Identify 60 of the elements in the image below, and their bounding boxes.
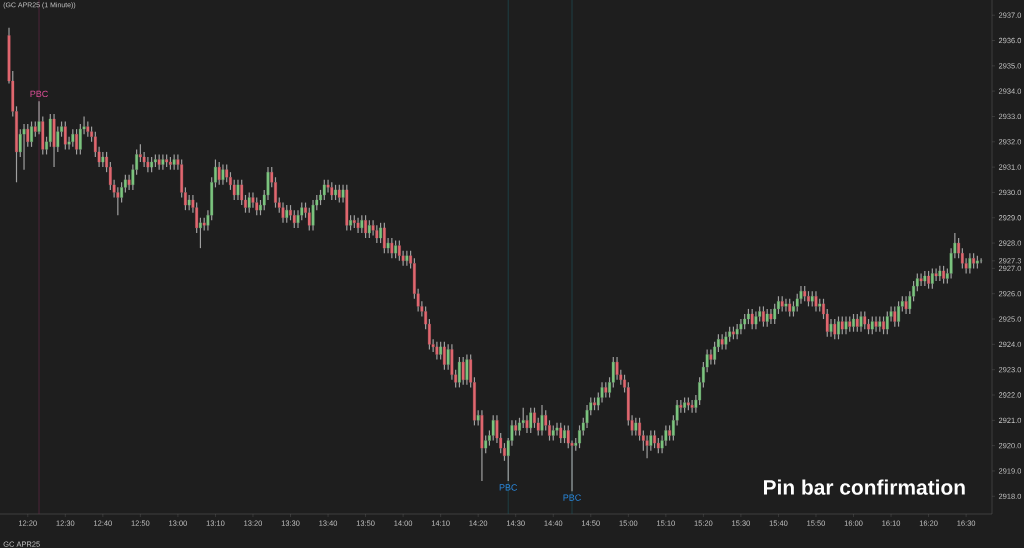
candlestick [540, 404, 544, 437]
candlestick [356, 217, 360, 234]
candlestick [919, 272, 923, 287]
annotation: Pin bar confirmation [764, 479, 965, 495]
candlestick [615, 356, 619, 381]
candlestick [341, 184, 345, 204]
candlestick [968, 252, 972, 275]
candlestick [679, 399, 683, 414]
candlestick [555, 422, 559, 437]
candlestick [311, 199, 315, 232]
candlestick [754, 310, 758, 330]
candlestick [814, 290, 818, 313]
candlestick [101, 151, 105, 168]
candlestick [664, 424, 668, 447]
candlestick [326, 179, 330, 194]
candlestick [645, 434, 649, 459]
candlestick [480, 409, 484, 482]
candlestick [127, 174, 131, 191]
candlestick [660, 434, 664, 454]
candlestick [724, 331, 728, 351]
candlestick [172, 153, 176, 171]
candlestick [690, 399, 694, 414]
candlestick [465, 353, 469, 386]
candlestick [435, 341, 439, 361]
candlestick [934, 267, 938, 282]
candlestick [709, 348, 713, 366]
candlestick [739, 318, 743, 335]
candlestick [525, 414, 529, 434]
candlestick [146, 156, 150, 173]
candlestick [585, 404, 589, 429]
candlestick [784, 298, 788, 313]
candlestick [829, 318, 833, 338]
candlestick [874, 315, 878, 333]
candlestick [67, 136, 71, 150]
candlestick [142, 151, 146, 168]
candlestick [859, 310, 863, 333]
candlestick [844, 315, 848, 335]
candlestick [161, 153, 165, 171]
candlestick [281, 201, 285, 224]
candlestick [37, 100, 41, 135]
candlestick [386, 237, 390, 254]
candlestick [296, 209, 300, 229]
candlestick [251, 191, 255, 209]
candlestick [904, 295, 908, 315]
candlestick [450, 343, 454, 381]
candlestick [236, 179, 240, 201]
candlestick [371, 219, 375, 237]
candlestick [390, 237, 394, 259]
candlestick [157, 153, 161, 171]
candlestick [22, 123, 26, 171]
annotation: PBC [30, 90, 48, 98]
candlestick [221, 163, 225, 186]
candlestick [769, 308, 773, 325]
candlestick [600, 381, 604, 404]
candlestick [405, 250, 409, 267]
annotation: PBC [563, 494, 581, 501]
annotation: PBC [499, 484, 518, 491]
candlestick [964, 257, 968, 275]
candlestick [52, 113, 56, 168]
candlestick [799, 285, 803, 305]
